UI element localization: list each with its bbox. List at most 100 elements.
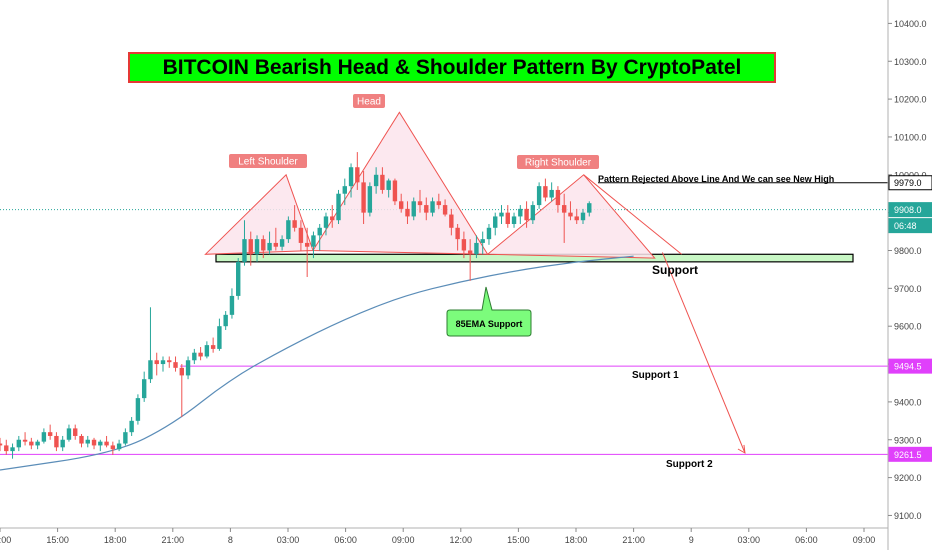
support-2-price-badge-bg [888,446,932,462]
candle-body [47,432,53,436]
price-tick-label: 10200.0 [894,95,927,105]
candle-body [110,445,116,450]
candle-body [499,212,504,217]
rejection-price-badge: 9979.0 [894,178,922,188]
right-shoulder-label: Right Shoulder [525,158,592,169]
last-price-badge-bg [888,202,932,218]
countdown-badge-bg [888,218,932,234]
candle-body [311,235,316,247]
right-shoulder-triangle [486,174,656,259]
candle-body [555,189,561,206]
candle-body [217,326,222,349]
candle-body [386,180,391,190]
time-tick-label: 12:00 [450,535,473,545]
candle-body [129,420,134,433]
candle-body [160,360,166,365]
support-1-label: Support 1 [632,370,679,381]
candle-body [267,242,272,251]
candle-body [330,216,335,221]
right-shoulder-extension [583,174,682,255]
candle-body [98,441,103,446]
candle-body [60,439,65,448]
candle-body [530,205,536,221]
candle-body [85,439,90,444]
candle-body [104,441,109,446]
candle-body [123,432,128,444]
time-tick-label: 9 [689,535,694,545]
time-tick-label: 06:00 [795,535,818,545]
support-label: Support [652,263,698,277]
candle-body [0,443,3,446]
candle-body [54,435,59,448]
candle-body [355,167,360,183]
candle-body [518,208,523,217]
candle-body [22,439,28,442]
right-shoulder-label-bg [517,155,599,169]
candle-body [192,352,197,361]
price-tick-label: 10400.0 [894,19,927,29]
left-shoulder-label-bg [229,154,307,168]
candle-body [236,261,241,296]
candle-body [442,205,448,215]
support-1-price-badge-bg [888,358,932,374]
ema-callout-text: 85EMA Support [456,319,523,329]
candle-body [574,216,579,221]
price-tick-label: 9200.0 [894,473,922,483]
candle-body [185,360,191,376]
candle-body [41,432,47,442]
price-tick-label: 10300.0 [894,57,927,67]
candle-body [298,227,304,243]
candle-body [210,345,216,349]
candle-body [361,182,366,213]
candle-body [480,239,485,243]
candle-body [342,186,347,194]
candle-body [148,360,153,380]
candle-body [392,180,398,202]
time-tick-label: 06:00 [334,535,357,545]
countdown-badge: 06:48 [894,221,917,231]
price-tick-label: 9100.0 [894,511,922,521]
candle-body [173,362,178,368]
support-1-price-badge: 9494.5 [894,362,922,372]
price-tick-label: 9700.0 [894,284,922,294]
candle-body [317,227,322,236]
candle-body [29,441,34,446]
candle-body [511,216,517,225]
candle-body [424,205,429,213]
candle-body [179,367,184,376]
candle-body [580,212,586,221]
candle-body [242,239,247,262]
candle-body [417,201,423,206]
candle-body [486,227,492,240]
candle-body [568,212,573,217]
candle-body [561,205,567,213]
candle-body [204,345,210,357]
price-tick-label: 9400.0 [894,397,922,407]
candle-body [286,220,291,240]
time-tick-label: 21:00 [162,535,185,545]
left-shoulder-label: Left Shoulder [238,157,298,168]
candle-body [141,379,147,399]
time-tick-label: 03:00 [277,535,300,545]
support-2-price-badge: 9261.5 [894,450,922,460]
projection-arrow-head [737,444,746,454]
candle-body [229,295,235,315]
rejection-note: Pattern Rejected Above Line And We can s… [598,174,834,184]
candle-body [91,439,97,446]
candle-body [399,201,404,209]
chart-title: BITCOIN Bearish Head & Shoulder Pattern … [128,52,776,83]
candle-body [436,201,442,206]
candle-body [198,352,203,357]
candle-body [66,428,72,440]
candle-body [587,203,592,213]
candle-body [292,220,297,228]
price-tick-label: 9300.0 [894,435,922,445]
projection-arrow [661,252,746,454]
candle-body [449,214,454,228]
candle-body [373,174,379,187]
candle-body [336,193,341,221]
price-tick-label: 9800.0 [894,246,922,256]
time-tick-label: 03:00 [738,535,761,545]
